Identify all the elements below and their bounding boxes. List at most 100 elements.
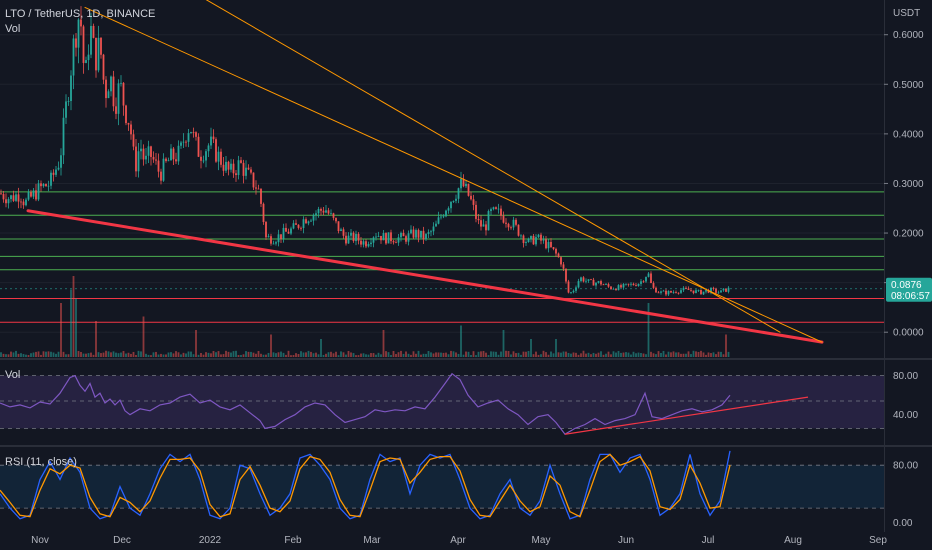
candle[interactable] xyxy=(182,133,185,148)
candle[interactable] xyxy=(535,234,537,247)
candle[interactable] xyxy=(517,224,520,237)
candle[interactable] xyxy=(482,219,485,227)
candle[interactable] xyxy=(245,160,247,180)
candle[interactable] xyxy=(32,187,35,199)
candle[interactable] xyxy=(372,236,375,248)
candle[interactable] xyxy=(67,97,70,106)
trendline[interactable] xyxy=(205,0,781,333)
candle[interactable] xyxy=(117,79,120,126)
candle[interactable] xyxy=(65,94,67,124)
candle[interactable] xyxy=(185,140,187,147)
candle[interactable] xyxy=(370,238,372,248)
candle[interactable] xyxy=(435,220,437,227)
candle[interactable] xyxy=(727,286,730,294)
stoch-k-line[interactable] xyxy=(0,450,731,520)
candle[interactable] xyxy=(7,197,10,209)
candle[interactable] xyxy=(47,180,50,192)
candle[interactable] xyxy=(60,148,62,176)
candle[interactable] xyxy=(612,287,615,290)
candle[interactable] xyxy=(587,279,590,283)
candle[interactable] xyxy=(20,198,22,209)
candle[interactable] xyxy=(597,280,600,284)
candle[interactable] xyxy=(157,153,160,178)
candle[interactable] xyxy=(130,120,132,140)
candle[interactable] xyxy=(605,282,607,285)
candle[interactable] xyxy=(10,194,12,203)
candle[interactable] xyxy=(637,283,640,287)
candle[interactable] xyxy=(132,129,135,151)
candle[interactable] xyxy=(552,247,555,251)
candle[interactable] xyxy=(600,279,602,286)
candle[interactable] xyxy=(360,237,362,248)
candle[interactable] xyxy=(652,281,655,290)
candle[interactable] xyxy=(527,237,530,243)
candle[interactable] xyxy=(330,209,332,215)
candle[interactable] xyxy=(177,140,180,165)
candle[interactable] xyxy=(452,200,455,203)
rsi-axis[interactable]: 80.00 40.00 xyxy=(893,371,918,421)
candle[interactable] xyxy=(192,127,195,138)
candle[interactable] xyxy=(335,217,337,224)
candle[interactable] xyxy=(680,288,682,295)
candle[interactable] xyxy=(62,108,65,164)
candle[interactable] xyxy=(125,104,127,126)
candle[interactable] xyxy=(200,150,202,169)
candle[interactable] xyxy=(667,290,670,296)
candle[interactable] xyxy=(465,180,467,188)
candle[interactable] xyxy=(70,70,72,111)
candle[interactable] xyxy=(562,262,565,271)
candle[interactable] xyxy=(257,184,260,190)
candle[interactable] xyxy=(325,205,327,214)
candle[interactable] xyxy=(430,229,432,237)
candle[interactable] xyxy=(260,187,262,207)
candle[interactable] xyxy=(2,190,5,203)
stoch-rsi-legend[interactable]: RSI (11, close) xyxy=(5,456,77,468)
candle[interactable] xyxy=(412,226,415,240)
candle[interactable] xyxy=(580,276,582,283)
candle[interactable] xyxy=(385,232,387,245)
candle[interactable] xyxy=(642,280,645,283)
candle[interactable] xyxy=(530,235,532,243)
candle[interactable] xyxy=(297,224,300,230)
candle[interactable] xyxy=(167,157,170,162)
candle[interactable] xyxy=(582,276,585,283)
candle[interactable] xyxy=(632,282,635,286)
candle[interactable] xyxy=(115,97,117,120)
candle[interactable] xyxy=(95,37,97,78)
candle[interactable] xyxy=(447,206,450,214)
candle[interactable] xyxy=(515,217,517,227)
candle[interactable] xyxy=(665,288,667,297)
candle[interactable] xyxy=(300,226,302,231)
candle[interactable] xyxy=(672,290,675,294)
candle[interactable] xyxy=(602,283,605,286)
candle[interactable] xyxy=(37,179,40,202)
candle[interactable] xyxy=(585,278,587,284)
candle[interactable] xyxy=(702,291,705,296)
candle[interactable] xyxy=(700,289,702,295)
rsi-line[interactable] xyxy=(0,372,731,435)
candle[interactable] xyxy=(695,288,697,294)
candle[interactable] xyxy=(467,183,470,197)
candle[interactable] xyxy=(650,271,652,284)
candle[interactable] xyxy=(375,233,377,241)
candle[interactable] xyxy=(332,212,335,221)
candle[interactable] xyxy=(190,131,192,134)
candle[interactable] xyxy=(342,227,345,239)
candle[interactable] xyxy=(710,287,712,295)
symbol-title[interactable]: LTO / TetherUS, 1D, BINANCE xyxy=(5,8,155,20)
candle[interactable] xyxy=(355,230,357,246)
candle[interactable] xyxy=(240,157,242,164)
candle[interactable] xyxy=(72,34,75,90)
candle[interactable] xyxy=(457,187,460,204)
candle[interactable] xyxy=(235,170,237,182)
candle[interactable] xyxy=(40,180,42,192)
candle[interactable] xyxy=(417,228,420,243)
candle[interactable] xyxy=(660,290,662,295)
candle[interactable] xyxy=(550,238,552,248)
candle[interactable] xyxy=(367,241,370,248)
candle[interactable] xyxy=(630,282,632,287)
candle[interactable] xyxy=(570,291,572,295)
stoch-rsi-series[interactable] xyxy=(0,450,731,520)
candle[interactable] xyxy=(92,23,95,39)
